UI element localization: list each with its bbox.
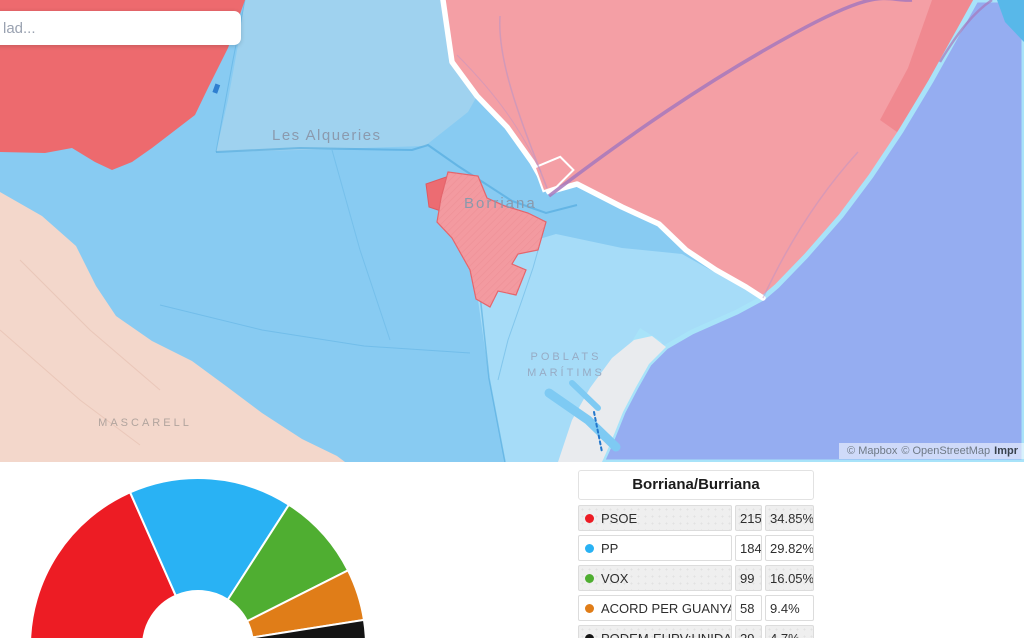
donut-segment-psoe[interactable] [29, 491, 178, 638]
municipality-title: Borriana/Burriana [578, 470, 814, 500]
region-psoe-coast-band [880, 0, 976, 132]
party-name: PP [601, 540, 619, 556]
psoe-color-dot [585, 513, 594, 523]
label-maritims: MARÍTIMS [527, 366, 605, 379]
donut-segment-pp[interactable] [128, 477, 291, 602]
municipal-border [440, 0, 766, 301]
map-canvas: Les Alqueries Borriana POBLATS MARÍTIMS … [0, 0, 1024, 462]
party-name: VOX [601, 570, 629, 586]
party-votes: 58 [735, 595, 762, 621]
donut-segment-podem-eupv-unidas[interactable] [251, 618, 367, 638]
result-row-podem[interactable]: PODEM-EUPV:UNIDAS 29 4.7% [578, 625, 814, 638]
party-pct: 4.7% [765, 625, 814, 638]
party-pct: 34.85% [765, 505, 814, 531]
party-votes: 184 [735, 535, 762, 561]
result-row-psoe[interactable]: PSOE 215 34.85% [578, 505, 814, 531]
map-place-labels: Les Alqueries Borriana POBLATS MARÍTIMS … [98, 127, 605, 429]
pp-color-dot [585, 543, 594, 553]
result-row-pp[interactable]: PP 184 29.82% [578, 535, 814, 561]
party-votes: 99 [735, 565, 762, 591]
label-mascarell: MASCARELL [98, 417, 192, 429]
map-attribution: © Mapbox © OpenStreetMap Impr [839, 443, 1024, 459]
results-panel: Borriana/Burriana PSOE 215 34.85% PP 184… [0, 462, 1024, 638]
urban-psoe-sections [425, 171, 547, 308]
mapbox-attribution-link[interactable]: © Mapbox [847, 445, 898, 457]
search-input[interactable] [0, 11, 241, 45]
port-structure-corner [997, 0, 1024, 42]
party-name: PSOE [601, 510, 638, 526]
podem-color-dot [585, 633, 594, 638]
label-les-alqueries: Les Alqueries [272, 127, 382, 144]
label-borriana: Borriana [464, 195, 537, 212]
result-row-acord[interactable]: ACORD PER GUANYAR 58 9.4% [578, 595, 814, 621]
beach [558, 336, 666, 462]
acord-color-dot [585, 603, 594, 613]
label-poblats: POBLATS [531, 351, 602, 363]
mapbox-map[interactable]: Les Alqueries Borriana POBLATS MARÍTIMS … [0, 0, 1024, 462]
party-votes: 29 [735, 625, 762, 638]
party-votes: 215 [735, 505, 762, 531]
party-pct: 29.82% [765, 535, 814, 561]
vox-color-dot [585, 573, 594, 583]
census-section-borders [159, 0, 578, 462]
region-psoe-pale-southwest [0, 192, 345, 462]
results-donut-chart[interactable] [0, 470, 400, 638]
osm-attribution-link[interactable]: © OpenStreetMap [901, 445, 991, 457]
roads [456, 0, 993, 299]
party-name: PODEM-EUPV:UNIDAS [601, 630, 732, 638]
party-name: ACORD PER GUANYAR [601, 600, 732, 616]
map-building-mark [212, 83, 221, 94]
party-pct: 9.4% [765, 595, 814, 621]
port-breakwaters [544, 380, 621, 453]
party-pct: 16.05% [765, 565, 814, 591]
results-table: Borriana/Burriana PSOE 215 34.85% PP 184… [578, 470, 814, 638]
region-psoe-northeast [443, 0, 976, 298]
result-row-vox[interactable]: VOX 99 16.05% [578, 565, 814, 591]
improve-map-link[interactable]: Impr [994, 445, 1018, 457]
